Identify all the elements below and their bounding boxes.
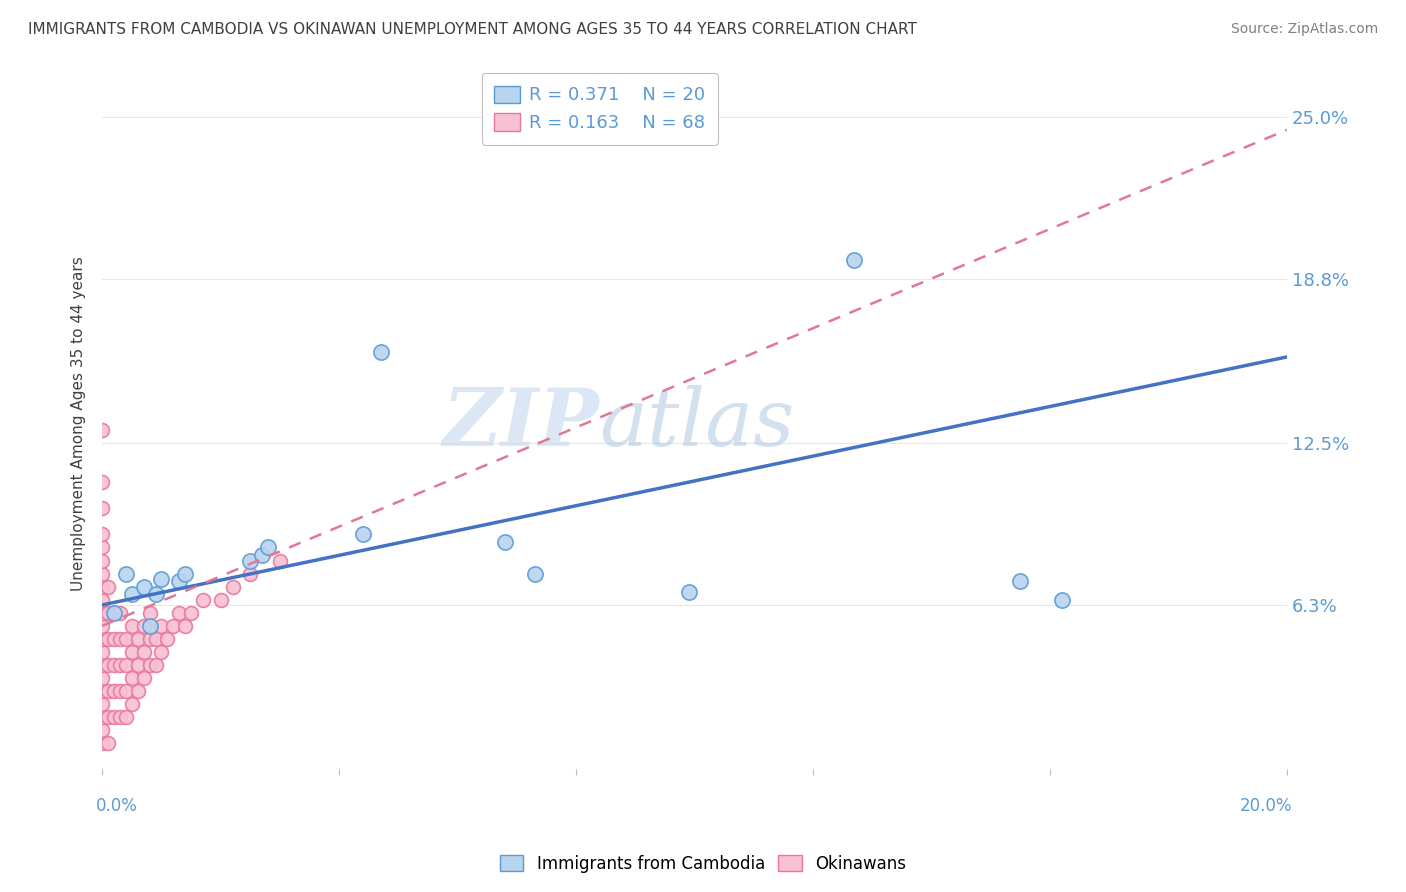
Point	[97, 606, 120, 620]
Legend: Immigrants from Cambodia, Okinawans: Immigrants from Cambodia, Okinawans	[494, 848, 912, 880]
Point	[138, 619, 160, 633]
Point	[91, 553, 114, 567]
Point	[97, 684, 120, 698]
Point	[150, 619, 173, 633]
Point	[108, 606, 131, 620]
Point	[91, 657, 114, 672]
Point	[138, 632, 160, 646]
Point	[103, 684, 125, 698]
Point	[91, 619, 114, 633]
Point	[132, 619, 155, 633]
Text: IMMIGRANTS FROM CAMBODIA VS OKINAWAN UNEMPLOYMENT AMONG AGES 35 TO 44 YEARS CORR: IMMIGRANTS FROM CAMBODIA VS OKINAWAN UNE…	[28, 22, 917, 37]
Point	[162, 619, 184, 633]
Point	[115, 657, 138, 672]
Point	[250, 549, 273, 563]
Point	[191, 592, 214, 607]
Point	[91, 566, 114, 581]
Point	[352, 527, 374, 541]
Point	[91, 475, 114, 490]
Point	[108, 632, 131, 646]
Point	[150, 572, 173, 586]
Point	[269, 553, 291, 567]
Point	[91, 606, 114, 620]
Point	[115, 684, 138, 698]
Point	[121, 671, 143, 685]
Point	[121, 619, 143, 633]
Point	[239, 553, 262, 567]
Point	[108, 710, 131, 724]
Point	[108, 657, 131, 672]
Point	[180, 606, 202, 620]
Point	[91, 684, 114, 698]
Point	[115, 710, 138, 724]
Point	[844, 253, 866, 268]
Point	[91, 592, 114, 607]
Point	[108, 684, 131, 698]
Point	[174, 619, 197, 633]
Point	[91, 736, 114, 750]
Point	[257, 541, 280, 555]
Point	[156, 632, 179, 646]
Point	[221, 580, 243, 594]
Point	[121, 587, 143, 601]
Point	[97, 632, 120, 646]
Point	[91, 710, 114, 724]
Point	[167, 574, 190, 589]
Point	[91, 501, 114, 516]
Point	[1010, 574, 1032, 589]
Point	[91, 632, 114, 646]
Point	[103, 606, 125, 620]
Point	[145, 587, 167, 601]
Legend: R = 0.371    N = 20, R = 0.163    N = 68: R = 0.371 N = 20, R = 0.163 N = 68	[482, 73, 717, 145]
Point	[91, 697, 114, 711]
Point	[239, 566, 262, 581]
Point	[91, 527, 114, 541]
Text: atlas: atlas	[600, 384, 794, 462]
Point	[91, 645, 114, 659]
Text: 0.0%: 0.0%	[96, 797, 138, 815]
Point	[132, 671, 155, 685]
Point	[127, 657, 149, 672]
Y-axis label: Unemployment Among Ages 35 to 44 years: Unemployment Among Ages 35 to 44 years	[72, 256, 86, 591]
Point	[115, 632, 138, 646]
Point	[174, 566, 197, 581]
Point	[127, 632, 149, 646]
Point	[97, 736, 120, 750]
Point	[97, 657, 120, 672]
Text: 20.0%: 20.0%	[1240, 797, 1292, 815]
Point	[138, 657, 160, 672]
Point	[103, 606, 125, 620]
Point	[103, 710, 125, 724]
Point	[103, 657, 125, 672]
Point	[91, 423, 114, 437]
Point	[97, 710, 120, 724]
Point	[91, 541, 114, 555]
Point	[523, 566, 546, 581]
Point	[678, 585, 700, 599]
Point	[145, 632, 167, 646]
Point	[370, 344, 392, 359]
Text: ZIP: ZIP	[443, 384, 600, 462]
Point	[132, 580, 155, 594]
Point	[167, 606, 190, 620]
Point	[97, 580, 120, 594]
Point	[1050, 592, 1073, 607]
Point	[103, 632, 125, 646]
Point	[91, 580, 114, 594]
Point	[127, 684, 149, 698]
Point	[121, 645, 143, 659]
Point	[138, 606, 160, 620]
Point	[209, 592, 232, 607]
Point	[132, 645, 155, 659]
Text: Source: ZipAtlas.com: Source: ZipAtlas.com	[1230, 22, 1378, 37]
Point	[150, 645, 173, 659]
Point	[115, 566, 138, 581]
Point	[145, 657, 167, 672]
Point	[121, 697, 143, 711]
Point	[91, 671, 114, 685]
Point	[91, 723, 114, 738]
Point	[494, 535, 516, 549]
